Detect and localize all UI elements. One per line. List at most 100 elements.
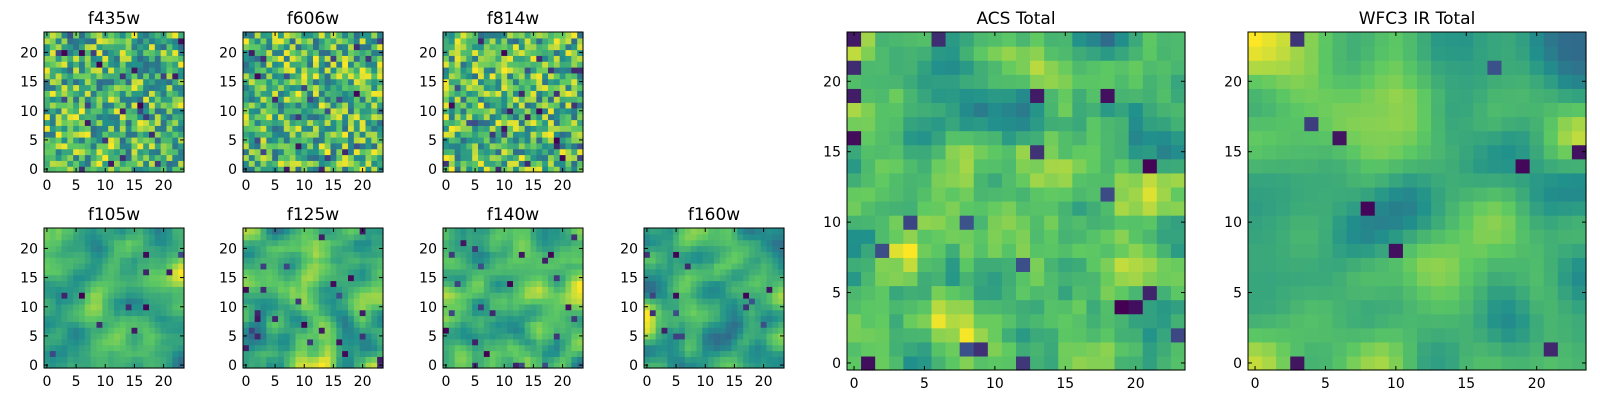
heatmap-cell xyxy=(1100,229,1116,244)
heatmap-cell xyxy=(243,43,250,51)
heatmap-cell xyxy=(1360,313,1376,329)
heatmap-cell xyxy=(489,257,497,264)
heatmap-cell xyxy=(766,239,773,247)
heatmap-cell xyxy=(931,116,947,132)
heatmap-cell xyxy=(178,298,185,305)
heatmap-cell xyxy=(73,102,80,109)
heatmap-cell xyxy=(178,315,185,322)
heatmap-cell xyxy=(114,43,121,51)
heatmap-cell xyxy=(466,131,473,138)
heatmap-cell xyxy=(336,315,343,322)
heatmap-cell xyxy=(565,102,572,109)
heatmap-cell xyxy=(743,257,750,264)
heatmap-cell xyxy=(178,148,185,156)
heatmap-cell xyxy=(571,298,578,305)
heatmap-cell xyxy=(903,158,919,174)
heatmap-cell xyxy=(1044,299,1059,315)
heatmap-cell xyxy=(102,251,109,258)
heatmap-cell xyxy=(1044,60,1059,75)
heatmap-cell xyxy=(1114,327,1130,343)
heatmap-cell xyxy=(160,239,168,247)
heatmap-cell xyxy=(655,333,663,340)
heatmap-cell xyxy=(443,61,450,68)
heatmap-cell xyxy=(79,32,86,39)
heatmap-cell xyxy=(472,107,479,115)
heatmap-cell xyxy=(889,88,904,104)
heatmap-cell xyxy=(365,96,372,103)
heatmap-cell xyxy=(524,315,532,322)
heatmap-cell xyxy=(559,107,567,115)
heatmap-cell xyxy=(725,228,733,235)
heatmap-cell xyxy=(495,90,502,97)
heatmap-cell xyxy=(559,37,567,45)
heatmap-cell xyxy=(559,154,567,161)
heatmap-cell xyxy=(460,303,467,311)
heatmap-cell xyxy=(1332,313,1348,329)
heatmap-cell xyxy=(478,37,485,45)
heatmap-cell xyxy=(295,102,302,109)
heatmap-cell xyxy=(73,274,80,282)
heatmap-cell xyxy=(295,333,302,340)
heatmap-cell xyxy=(472,309,479,317)
heatmap-cell xyxy=(243,131,250,138)
heatmap-cell xyxy=(79,274,86,282)
heatmap-cell xyxy=(166,303,173,311)
heatmap-cell xyxy=(260,292,267,299)
heatmap-cell xyxy=(454,228,462,235)
heatmap-cell xyxy=(959,158,975,174)
heatmap-cell xyxy=(565,268,572,276)
heatmap-cell xyxy=(272,37,279,45)
heatmap-cell xyxy=(1030,46,1045,61)
heatmap-cell xyxy=(353,303,361,311)
heatmap-cell xyxy=(301,142,308,150)
heatmap-cell xyxy=(353,239,361,247)
heatmap-cell xyxy=(283,327,291,334)
heatmap-cell xyxy=(478,84,485,91)
heatmap-cell xyxy=(725,356,733,363)
heatmap-cell xyxy=(536,119,543,126)
heatmap-cell xyxy=(272,274,279,282)
heatmap-cell xyxy=(725,309,733,317)
heatmap-cell xyxy=(119,356,127,363)
heatmap-cell xyxy=(283,160,291,167)
heatmap-cell xyxy=(483,327,491,334)
heatmap-cell xyxy=(137,131,144,138)
heatmap-cell xyxy=(96,344,103,352)
heatmap-cell xyxy=(655,257,663,264)
heatmap-cell xyxy=(889,172,904,188)
heatmap-cell xyxy=(125,55,133,62)
heatmap-cells xyxy=(443,228,584,369)
heatmap-cell xyxy=(1515,299,1531,315)
heatmap-cell xyxy=(1114,201,1130,216)
heatmap-cell xyxy=(1001,341,1017,357)
heatmap-cell xyxy=(1128,271,1144,287)
heatmap-cell xyxy=(945,271,961,287)
heatmap-cell xyxy=(90,55,98,62)
heatmap-cell xyxy=(307,142,314,150)
heatmap-cell xyxy=(353,160,361,167)
x-tick-label: 15 xyxy=(325,374,343,390)
heatmap-cell xyxy=(114,113,121,121)
heatmap-cell xyxy=(454,268,462,276)
heatmap-cell xyxy=(571,257,578,264)
heatmap-cell xyxy=(1100,32,1116,47)
heatmap-cell xyxy=(108,362,115,369)
heatmap-cell xyxy=(489,148,497,156)
heatmap-cell xyxy=(154,350,162,357)
heatmap-cell xyxy=(324,32,332,39)
heatmap-cell xyxy=(359,84,367,91)
heatmap-cell xyxy=(359,142,367,150)
heatmap-cell xyxy=(154,263,162,270)
heatmap-cell xyxy=(178,228,185,235)
heatmap-cell xyxy=(102,356,109,363)
heatmap-cell xyxy=(754,239,762,247)
heatmap-cell xyxy=(959,144,975,160)
heatmap-cell xyxy=(690,344,698,352)
heatmap-cell xyxy=(154,142,162,150)
heatmap-cell xyxy=(73,37,80,45)
heatmap-cell xyxy=(553,303,561,311)
heatmap-cell xyxy=(295,125,302,132)
heatmap-cell xyxy=(114,321,121,328)
heatmap-cell xyxy=(1001,243,1017,258)
